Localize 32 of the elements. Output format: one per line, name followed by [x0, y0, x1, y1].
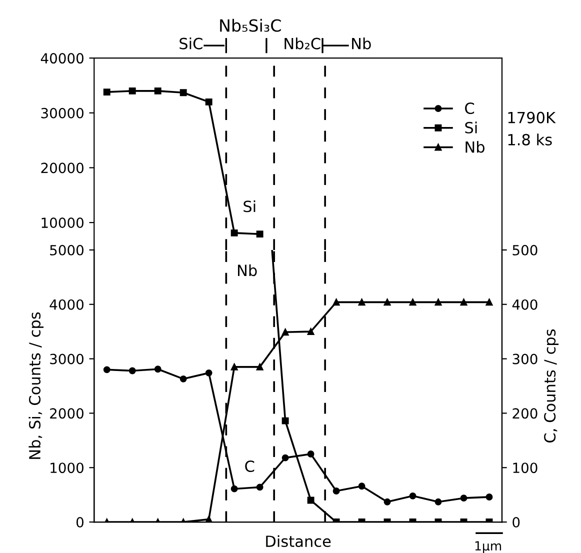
y-tick-label: 2000: [50, 408, 84, 419]
text: 1790K: [508, 112, 556, 124]
text: Nb₅Si₃C: [220, 18, 281, 32]
text: C: [245, 460, 254, 472]
y2-tick-label: 300: [512, 354, 538, 364]
legend-label: C: [465, 102, 474, 114]
y-tick-label: 5000: [50, 244, 84, 256]
legend-label: Nb: [466, 140, 484, 153]
y2-tick-label: 400: [512, 299, 538, 310]
y-tick-label: 1000: [50, 462, 84, 474]
x-axis-title: Distance: [266, 535, 331, 548]
text: Nb: [238, 264, 257, 276]
text: Nb: [352, 38, 371, 50]
text: Nb₂C: [284, 38, 320, 50]
y2-axis-title: C, Counts / cps: [544, 329, 559, 442]
legend-label: Si: [465, 122, 477, 134]
y-tick-label: 20000: [41, 162, 84, 174]
text: 1μm: [475, 541, 502, 553]
text: 1.8 ks: [508, 134, 552, 146]
y-tick-label: 40000: [40, 53, 84, 64]
y2-tick-label: 200: [512, 408, 538, 419]
y-tick-label: 4000: [50, 299, 84, 310]
y-tick-label: 30000: [41, 108, 84, 118]
y2-tick-label: 500: [512, 244, 538, 256]
series-label: Si: [244, 200, 256, 212]
y-tick-label: 0: [76, 517, 84, 528]
y-tick-label: 3000: [50, 354, 84, 364]
y2-tick-label: 100: [513, 462, 538, 474]
y-tick-label: 10000: [42, 218, 84, 228]
y-axis-title: Nb, Si, Counts / cps: [28, 312, 44, 459]
text: SiC: [180, 38, 202, 50]
y2-tick-label: 0: [512, 517, 520, 528]
